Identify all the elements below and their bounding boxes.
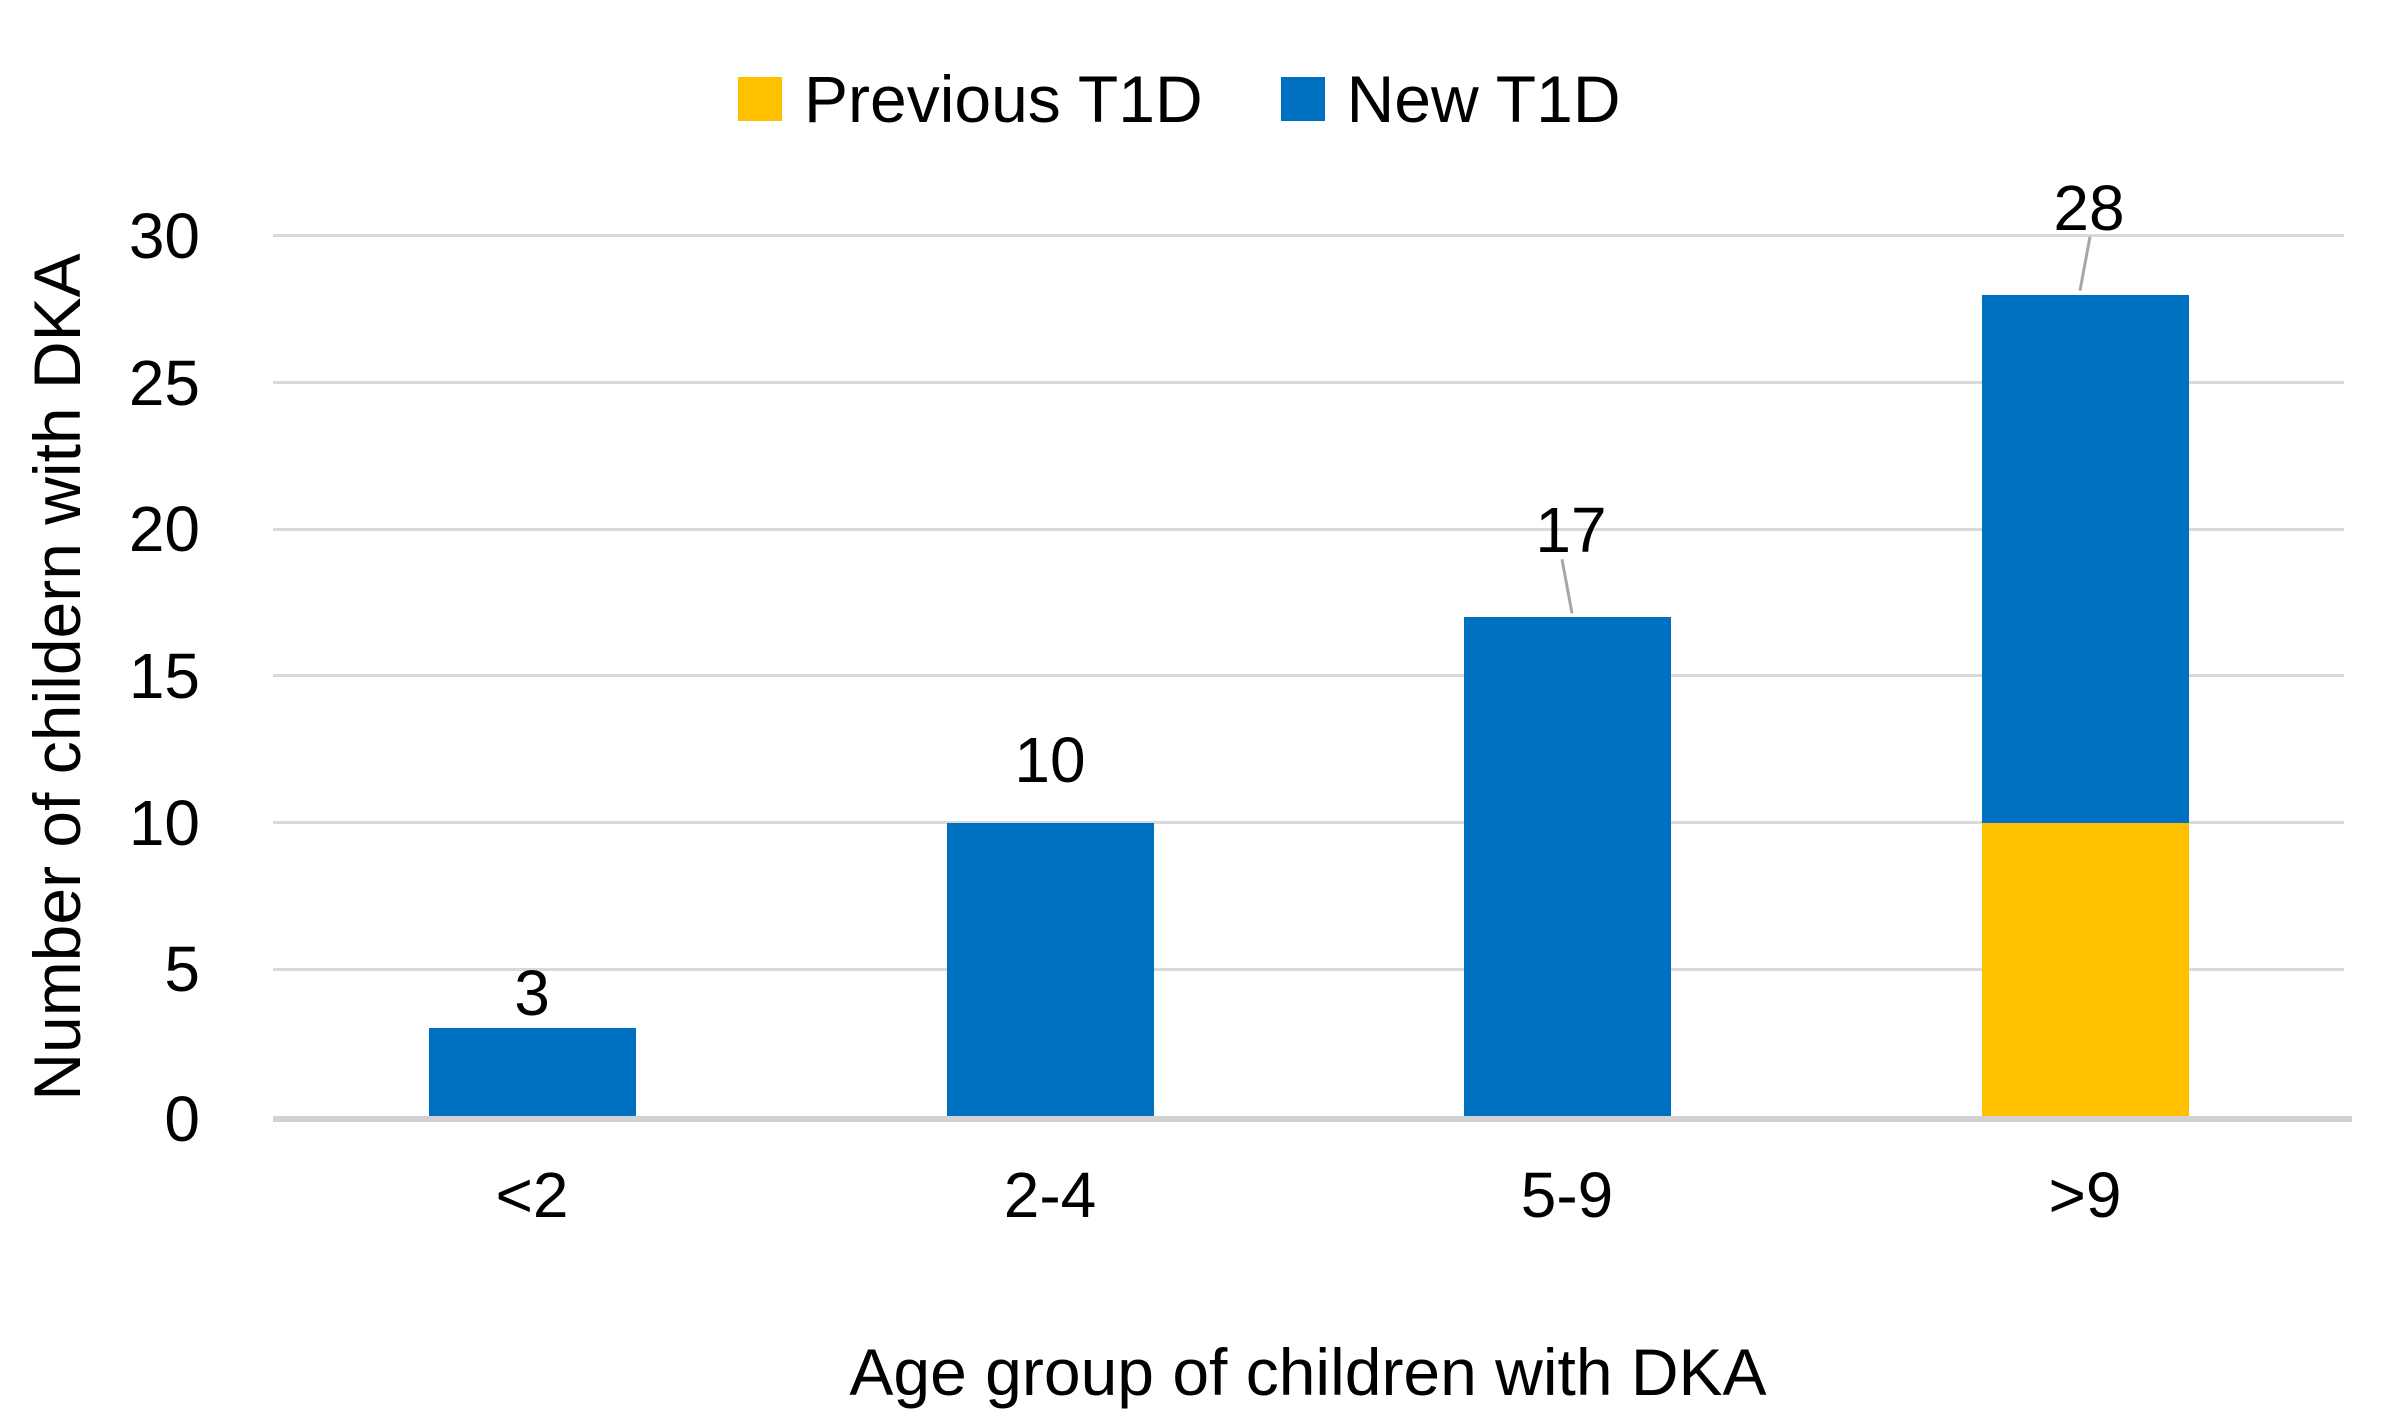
x-axis-tick-label: 2-4 bbox=[1003, 1159, 1097, 1231]
legend-swatch-new-t1d-icon bbox=[1280, 77, 1325, 121]
gridline bbox=[273, 527, 2344, 531]
y-axis-tick-label: 25 bbox=[128, 346, 200, 419]
legend-swatch-previous-t1d-icon bbox=[738, 77, 782, 121]
gridline bbox=[273, 234, 2344, 238]
y-axis-tick-label: 0 bbox=[164, 1083, 200, 1155]
legend: Previous T1D New T1D bbox=[738, 66, 1621, 132]
y-axis-tick-label: 30 bbox=[128, 199, 200, 272]
x-axis-tick-label: 5-9 bbox=[1520, 1159, 1614, 1231]
bar-segment-new-t1d bbox=[428, 1027, 636, 1116]
bar-value-label: 28 bbox=[2053, 171, 2125, 244]
bar-segment-new-t1d bbox=[1981, 294, 2189, 823]
x-axis-title: Age group of children with DKA bbox=[849, 1335, 1767, 1409]
leader-line bbox=[1560, 559, 1574, 614]
legend-label-previous-t1d: Previous T1D bbox=[804, 62, 1203, 136]
y-axis-tick-label: 5 bbox=[164, 933, 200, 1006]
legend-item-previous-t1d[interactable]: Previous T1D bbox=[738, 66, 1203, 132]
x-axis-line bbox=[273, 1116, 2352, 1122]
x-axis-tick-label: >9 bbox=[2048, 1159, 2122, 1231]
legend-label-new-t1d: New T1D bbox=[1346, 62, 1621, 136]
bar-value-label: 10 bbox=[1014, 723, 1086, 796]
bar-value-label: 3 bbox=[514, 956, 550, 1029]
gridline bbox=[273, 967, 2344, 971]
bar-value-label: 17 bbox=[1535, 494, 1607, 567]
bar-segment-new-t1d bbox=[1463, 617, 1671, 1116]
gridline bbox=[273, 674, 2344, 678]
leader-line bbox=[2078, 236, 2092, 291]
y-axis-tick-label: 15 bbox=[128, 639, 200, 712]
bar-segment-new-t1d bbox=[946, 822, 1154, 1116]
x-axis-tick-label: <2 bbox=[495, 1159, 569, 1231]
y-axis-tick-label: 10 bbox=[128, 786, 200, 859]
y-axis-tick-label: 20 bbox=[128, 493, 200, 566]
bar-segment-previous-t1d bbox=[1981, 822, 2189, 1116]
gridline bbox=[273, 381, 2344, 385]
gridline bbox=[273, 821, 2344, 825]
legend-item-new-t1d[interactable]: New T1D bbox=[1280, 62, 1621, 136]
